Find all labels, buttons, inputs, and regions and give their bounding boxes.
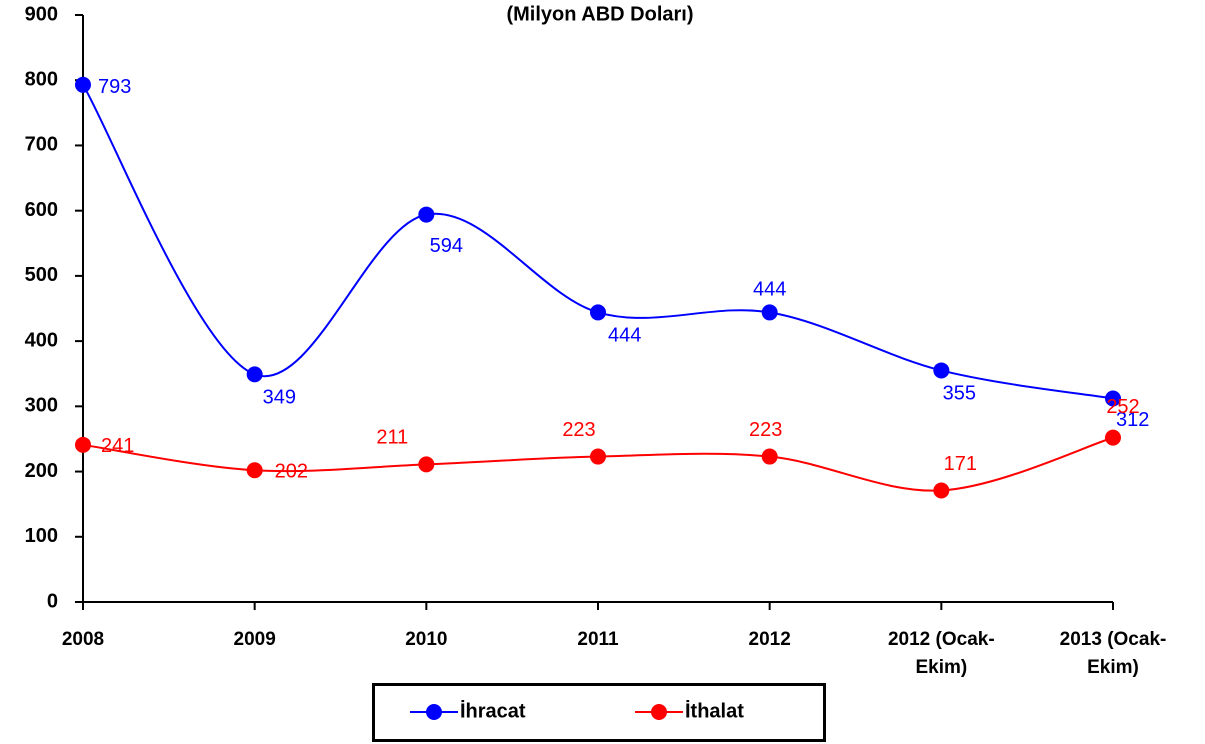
- x-tick-label: 2009: [233, 629, 276, 650]
- point: [418, 456, 435, 473]
- data-label: 202: [275, 461, 308, 483]
- data-label: 211: [376, 427, 408, 449]
- point: [761, 304, 778, 321]
- data-label: 355: [943, 383, 976, 405]
- series-line: [82, 84, 1114, 400]
- data-label: 594: [430, 235, 463, 257]
- point: [933, 362, 950, 379]
- x-tick-label: 2012: [748, 629, 791, 650]
- y-tick-label: 300: [25, 395, 58, 417]
- legend-marker: [651, 704, 667, 720]
- x-tick-label: 2011: [577, 629, 619, 650]
- x-tick-label: 2013 (Ocak-Ekim): [1059, 629, 1167, 678]
- point: [761, 448, 778, 465]
- x-tick-label: 2012 (Ocak-Ekim): [887, 629, 995, 678]
- legend-label: İthalat: [685, 699, 744, 722]
- x-tick-label: 2008: [61, 629, 105, 650]
- data-label: 349: [263, 387, 296, 409]
- y-tick-label: 200: [25, 460, 58, 482]
- data-label: 444: [753, 279, 786, 301]
- point: [246, 462, 263, 479]
- legend-label: İhracat: [460, 699, 526, 722]
- point: [933, 482, 950, 499]
- y-tick-label: 900: [25, 3, 58, 25]
- y-tick-label: 800: [25, 69, 58, 91]
- data-label: 312: [1116, 409, 1149, 431]
- data-label: 223: [749, 419, 782, 441]
- point: [75, 436, 91, 453]
- chart-title: (Milyon ABD Doları): [506, 3, 693, 25]
- legend-marker: [426, 704, 442, 720]
- point: [418, 206, 435, 223]
- y-tick-label: 0: [47, 590, 58, 612]
- y-tick-label: 600: [25, 199, 58, 221]
- point: [75, 76, 91, 93]
- y-tick-label: 100: [25, 525, 58, 547]
- data-label: 241: [101, 435, 134, 457]
- data-label: 444: [608, 325, 641, 347]
- point: [1105, 390, 1121, 407]
- data-label: 252: [1106, 396, 1139, 418]
- point: [246, 366, 263, 383]
- point: [590, 304, 606, 321]
- data-label: 793: [98, 76, 131, 98]
- x-tick-label: 2010: [405, 629, 448, 650]
- point: [1105, 429, 1121, 446]
- data-label: 171: [944, 453, 977, 475]
- y-tick-label: 700: [25, 134, 58, 156]
- point: [590, 448, 606, 465]
- y-tick-label: 500: [25, 264, 58, 286]
- data-label: 223: [562, 419, 595, 441]
- y-tick-label: 400: [25, 329, 58, 351]
